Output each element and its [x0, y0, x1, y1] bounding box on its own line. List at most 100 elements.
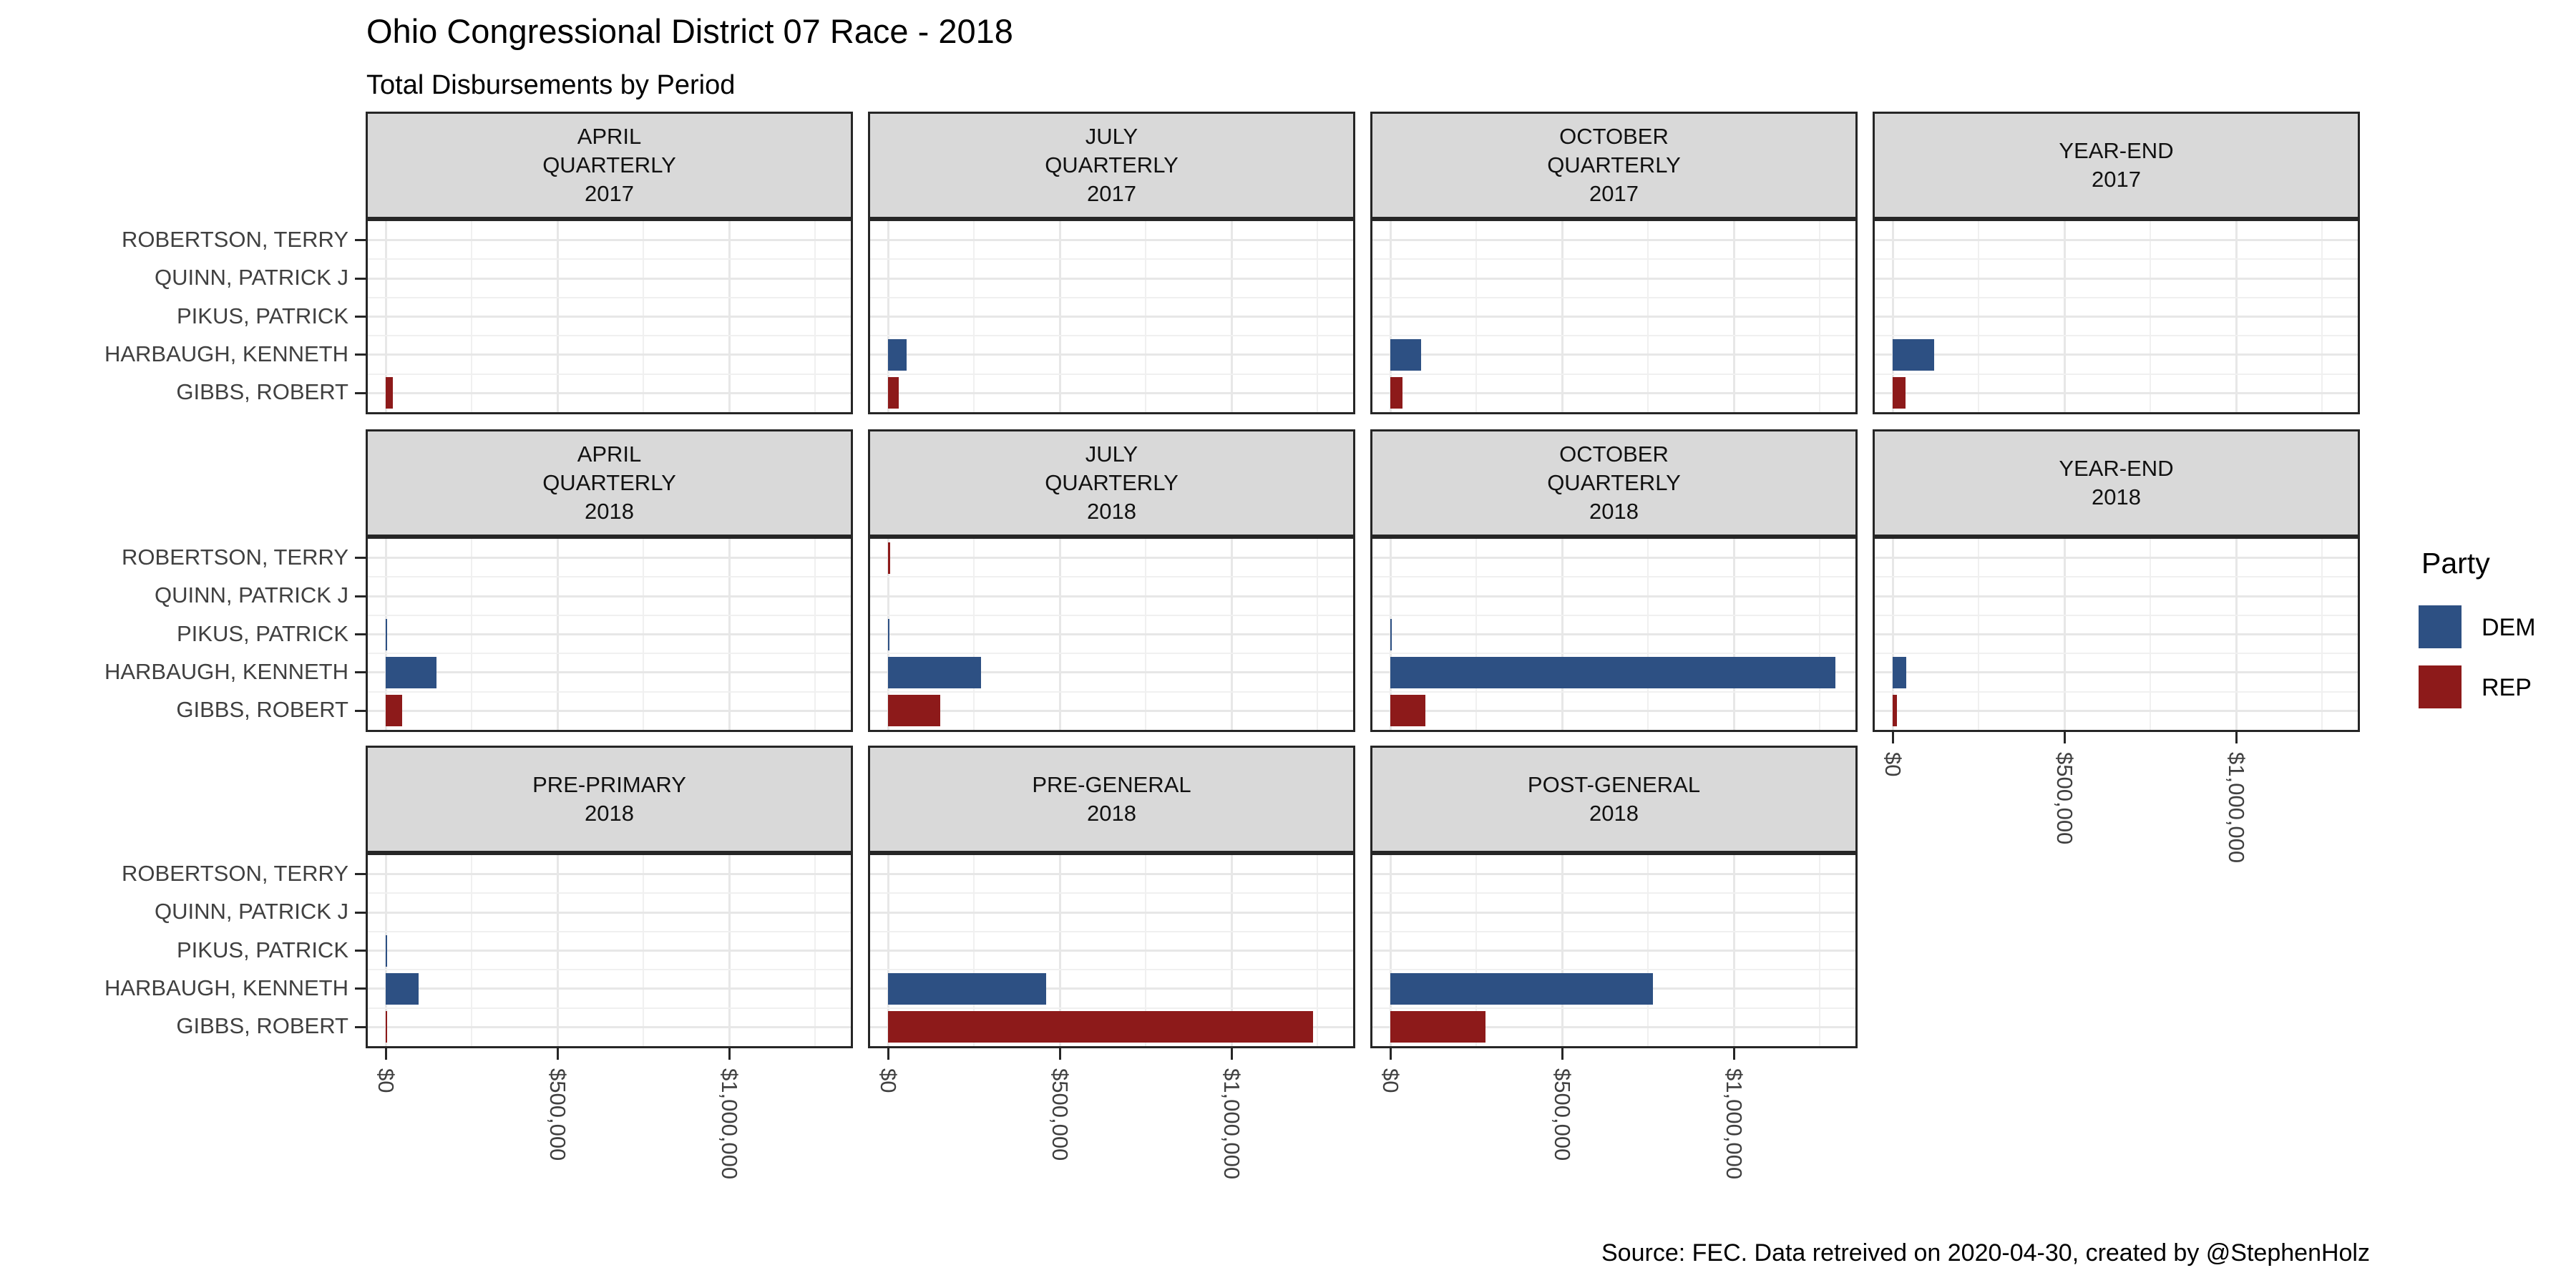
- gridline-major-horizontal: [368, 1025, 851, 1028]
- y-axis-tick: [355, 316, 366, 318]
- gridline-major-horizontal: [870, 557, 1353, 560]
- bar-dem: [888, 656, 981, 688]
- x-axis-tick-label: $1,000,000: [717, 1068, 742, 1180]
- x-axis-tick-label: $0: [374, 1068, 399, 1093]
- y-axis-label: HARBAUGH, KENNETH: [104, 658, 348, 684]
- gridline-major-horizontal: [368, 595, 851, 597]
- y-axis-label: HARBAUGH, KENNETH: [104, 975, 348, 1000]
- gridline-minor-horizontal: [1875, 691, 2358, 693]
- x-axis-tick: [1732, 1048, 1735, 1060]
- bar-rep: [1390, 377, 1402, 409]
- x-axis-tick: [1561, 1048, 1563, 1060]
- x-axis-tick-label: $1,000,000: [2224, 752, 2249, 864]
- facet-strip-label: 2018: [585, 499, 634, 524]
- y-axis-tick: [355, 557, 366, 560]
- y-axis-tick: [355, 950, 366, 952]
- gridline-major-horizontal: [368, 316, 851, 318]
- bar-dem: [386, 935, 387, 967]
- gridline-major-horizontal: [1372, 911, 1855, 914]
- bar-dem: [1893, 656, 1907, 688]
- y-axis-label: PIKUS, PATRICK: [176, 303, 348, 328]
- gridline-minor-horizontal: [1372, 653, 1855, 655]
- x-axis-tick: [556, 1048, 559, 1060]
- x-axis-tick: [1058, 1048, 1061, 1060]
- gridline-major-horizontal: [870, 873, 1353, 876]
- gridline-minor-horizontal: [870, 1007, 1353, 1009]
- gridline-major-horizontal: [1372, 633, 1855, 635]
- gridline-minor-horizontal: [1372, 373, 1855, 375]
- gridline-minor-horizontal: [1875, 335, 2358, 337]
- gridline-major-horizontal: [368, 709, 851, 712]
- x-axis-tick: [384, 1048, 387, 1060]
- gridline-minor-horizontal: [1372, 296, 1855, 298]
- bar-rep: [1893, 377, 1906, 409]
- facet-strip-label: 2017: [1589, 181, 1639, 206]
- bar-dem: [1390, 338, 1422, 371]
- x-axis-tick: [887, 1048, 889, 1060]
- facet-panel: [868, 537, 1355, 732]
- facet-strip-label: QUARTERLY: [1045, 152, 1179, 177]
- gridline-major-horizontal: [368, 873, 851, 876]
- bar-rep: [386, 1011, 387, 1043]
- legend-label-dem: DEM: [2482, 614, 2536, 641]
- facet-strip-label: 2017: [585, 181, 634, 206]
- x-axis-tick: [1389, 1048, 1392, 1060]
- facet-strip-label: QUARTERLY: [542, 470, 676, 495]
- gridline-minor-horizontal: [870, 892, 1353, 894]
- facet-strip: YEAR-END 2018: [1873, 429, 2360, 537]
- facet-strip-label: YEAR-END: [2059, 138, 2174, 163]
- y-axis-label: ROBERTSON, TERRY: [122, 860, 348, 886]
- x-axis-tick-label: $500,000: [1550, 1068, 1575, 1161]
- facet-panel: [1370, 853, 1858, 1048]
- gridline-minor-horizontal: [870, 930, 1353, 932]
- x-axis-tick: [1230, 1048, 1233, 1060]
- facet-strip-label: YEAR-END: [2059, 456, 2174, 481]
- facet-panel: [366, 537, 853, 732]
- facet-strip-label: QUARTERLY: [1547, 470, 1681, 495]
- y-axis-label: HARBAUGH, KENNETH: [104, 341, 348, 366]
- y-axis-label: GIBBS, ROBERT: [176, 697, 348, 723]
- facet-panel: [1370, 537, 1858, 732]
- facet-panel: [366, 219, 853, 414]
- gridline-minor-horizontal: [368, 258, 851, 260]
- facet-strip-label: QUARTERLY: [1045, 470, 1179, 495]
- gridline-major-horizontal: [368, 671, 851, 674]
- bar-rep: [1390, 695, 1426, 727]
- gridline-major-horizontal: [368, 391, 851, 394]
- gridline-minor-horizontal: [368, 691, 851, 693]
- gridline-minor-horizontal: [870, 576, 1353, 578]
- gridline-major-horizontal: [1875, 316, 2358, 318]
- facet-strip-label: 2017: [2092, 167, 2141, 192]
- facet-strip-label: QUARTERLY: [1547, 152, 1681, 177]
- gridline-minor-horizontal: [368, 653, 851, 655]
- facet-strip-label: JULY: [1085, 441, 1138, 467]
- y-axis-label: ROBERTSON, TERRY: [122, 544, 348, 570]
- gridline-major-horizontal: [1875, 709, 2358, 712]
- y-axis-tick: [355, 353, 366, 356]
- gridline-major-horizontal: [368, 911, 851, 914]
- gridline-major-horizontal: [1875, 277, 2358, 280]
- facet-strip-label: JULY: [1085, 124, 1138, 149]
- legend-label-rep: REP: [2482, 674, 2532, 701]
- y-axis-label: PIKUS, PATRICK: [176, 937, 348, 962]
- gridline-minor-horizontal: [368, 296, 851, 298]
- bar-dem: [1390, 656, 1835, 688]
- facet-strip-label: OCTOBER: [1559, 124, 1669, 149]
- gridline-major-horizontal: [1372, 950, 1855, 952]
- facet-strip-label: 2018: [1589, 499, 1639, 524]
- facet-strip: JULY QUARTERLY 2017: [868, 112, 1355, 219]
- y-axis-label: GIBBS, ROBERT: [176, 1013, 348, 1039]
- x-axis-tick-label: $0: [1880, 752, 1906, 777]
- gridline-major-horizontal: [870, 277, 1353, 280]
- bar-rep: [386, 377, 394, 409]
- gridline-minor-horizontal: [1875, 614, 2358, 616]
- y-axis-label: PIKUS, PATRICK: [176, 620, 348, 646]
- chart-title: Ohio Congressional District 07 Race - 20…: [366, 12, 1013, 50]
- facet-panel: [366, 853, 853, 1048]
- bar-dem: [1390, 972, 1654, 1005]
- gridline-minor-horizontal: [368, 930, 851, 932]
- gridline-major-horizontal: [368, 633, 851, 635]
- facet-panel: [1873, 537, 2360, 732]
- gridline-major-horizontal: [1372, 391, 1855, 394]
